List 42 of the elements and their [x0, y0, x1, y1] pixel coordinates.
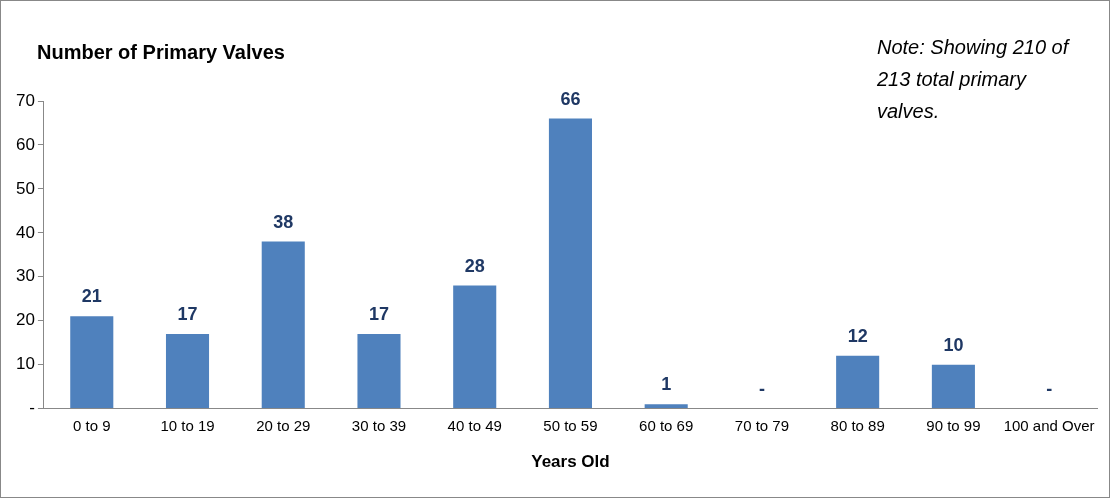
bar	[836, 355, 880, 409]
x-tick-label: 100 and Over	[1003, 416, 1095, 434]
x-tick-label: 40 to 49	[447, 416, 502, 434]
data-label: 10	[943, 334, 964, 355]
x-tick-label: 50 to 59	[543, 416, 598, 434]
bar	[70, 316, 114, 409]
x-tick-label: 0 to 9	[73, 416, 111, 434]
y-tick-label: 30	[15, 266, 35, 286]
data-label: 66	[560, 88, 581, 109]
bar	[548, 118, 592, 409]
x-tick-label: 30 to 39	[351, 416, 407, 434]
bar	[261, 241, 305, 409]
x-tick-label: 90 to 99	[926, 416, 981, 434]
y-tick-label: 40	[15, 222, 35, 242]
data-label: 17	[368, 303, 389, 324]
x-tick-label: 60 to 69	[639, 416, 694, 434]
annotation: Note: Showing 210 of 213 total primary valves.	[877, 35, 1071, 124]
bar	[931, 364, 975, 409]
data-label: -	[758, 378, 765, 399]
data-label: 28	[464, 255, 485, 276]
data-label: 21	[81, 286, 102, 307]
data-label: 1	[661, 374, 672, 395]
bar	[453, 285, 497, 409]
x-tick-label: 80 to 89	[830, 416, 885, 434]
y-tick-label: -	[29, 398, 35, 418]
bar	[165, 333, 210, 409]
data-label: 17	[177, 303, 198, 324]
data-label: 12	[847, 325, 868, 346]
x-tick-label: 20 to 29	[256, 416, 311, 434]
x-tick-label: 70 to 79	[734, 416, 790, 434]
data-label: -	[1046, 378, 1053, 399]
data-label: 38	[273, 211, 294, 232]
bar	[644, 404, 688, 409]
chart-title: Number of Primary Valves	[37, 41, 285, 64]
bar	[357, 333, 401, 409]
x-axis-title: Years Old	[531, 452, 610, 472]
y-tick-label: 60	[15, 134, 35, 154]
y-tick-label: 50	[15, 178, 35, 198]
x-tick-label: 10 to 19	[160, 416, 215, 434]
y-tick-label: 20	[15, 310, 35, 330]
y-tick-label: 10	[15, 354, 35, 374]
y-tick-label: 70	[15, 90, 35, 110]
